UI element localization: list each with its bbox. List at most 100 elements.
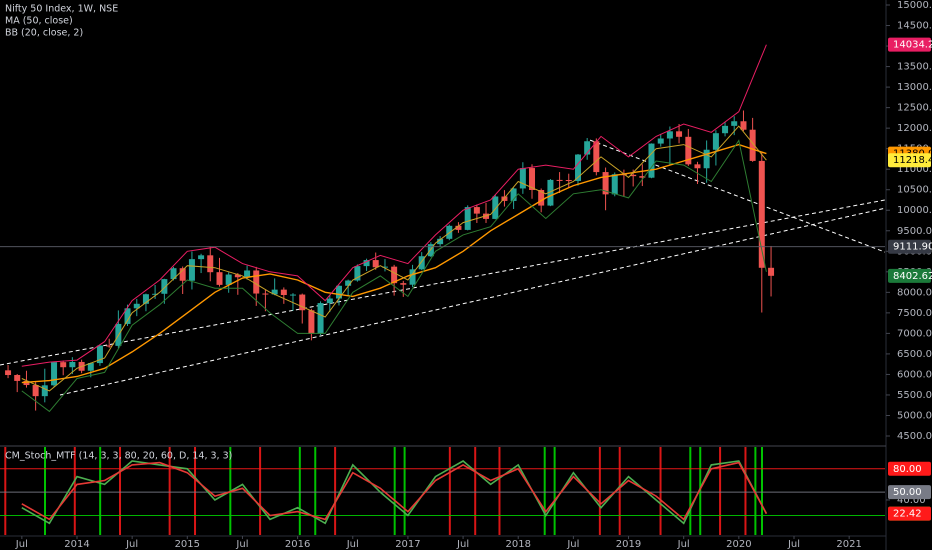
candle-body	[51, 362, 58, 386]
candle-body	[529, 168, 536, 191]
y-tick-label: 12500.00	[897, 103, 932, 114]
y-tick-label: 40.00	[897, 495, 926, 506]
candle-body	[161, 279, 168, 294]
candle-body	[510, 188, 517, 201]
candle-body	[611, 174, 618, 195]
candle-body	[381, 266, 388, 268]
pane	[0, 44, 886, 413]
candle-body	[666, 131, 673, 139]
x-tick-label: 2015	[175, 539, 200, 550]
candle-body	[648, 143, 655, 178]
candle-body	[207, 255, 214, 273]
candle-body	[427, 244, 434, 257]
y-tick-label: 5000.00	[897, 410, 932, 421]
candle-body	[602, 172, 609, 195]
y-tick-label: 8000.00	[897, 287, 932, 298]
price-label: 9111.90	[893, 242, 932, 253]
candle-body	[326, 298, 333, 304]
x-tick-label: 2021	[836, 539, 861, 550]
y-tick-label: 7000.00	[897, 328, 932, 339]
price-label-box	[888, 268, 931, 283]
price-label: 22.42	[893, 509, 922, 520]
candle-body	[152, 293, 159, 295]
candle-body	[538, 190, 545, 206]
price-label: 14034.20	[893, 40, 932, 51]
y-tick-label: 4500.00	[897, 431, 932, 442]
candle-body	[188, 259, 195, 281]
candle-body	[308, 310, 315, 334]
candle-body	[768, 267, 775, 276]
price-label-box	[888, 461, 931, 476]
candle-body	[124, 308, 131, 324]
price-label-box	[888, 506, 931, 521]
y-tick-label: 13500.00	[897, 62, 932, 73]
candle-body	[216, 272, 223, 285]
candle-body	[87, 363, 94, 371]
x-tick-label: Jul	[346, 539, 359, 550]
candle-body	[694, 164, 701, 169]
candle-body	[23, 380, 30, 386]
candle-body	[455, 225, 462, 230]
candle-body	[5, 370, 12, 376]
candle-body	[565, 180, 572, 182]
candle-body	[731, 121, 738, 126]
candle-body	[170, 268, 177, 280]
candle-body	[556, 179, 563, 181]
trendline	[0, 199, 886, 366]
candle-body	[14, 375, 21, 381]
pane-title: Nifty 50 Index, 1W, NSE	[5, 4, 118, 15]
candle-body	[740, 121, 747, 130]
candle-body	[363, 260, 370, 267]
y-tick-label: 13000.00	[897, 82, 932, 93]
candle-body	[198, 255, 205, 260]
candle-body	[179, 268, 186, 281]
candle-body	[630, 174, 637, 177]
candle-body	[299, 294, 306, 311]
candle-body	[492, 196, 499, 219]
candle-body	[620, 174, 627, 176]
indicator-line	[21, 125, 767, 392]
x-tick-label: 2014	[64, 539, 89, 550]
candle-body	[345, 280, 352, 286]
candle-body	[244, 270, 251, 278]
y-tick-label: 10000.00	[897, 205, 932, 216]
candle-body	[391, 266, 398, 284]
y-tick-label: 15000.00	[897, 0, 932, 11]
legend-entry: BB (20, close, 2)	[5, 28, 83, 39]
indicator-line	[21, 461, 768, 521]
candle-body	[437, 238, 444, 245]
price-label: 50.00	[893, 487, 922, 498]
trendline	[59, 207, 886, 396]
candle-body	[96, 345, 103, 364]
candle-body	[473, 207, 480, 214]
y-tick-label: 11000.00	[897, 164, 932, 175]
candle-body	[722, 125, 729, 134]
candle-body	[519, 168, 526, 189]
price-label: 11218.41	[893, 155, 932, 166]
candle-body	[584, 141, 591, 155]
x-tick-label: Jul	[456, 539, 469, 550]
x-tick-label: Jul	[235, 539, 248, 550]
x-tick-label: 2020	[726, 539, 751, 550]
candle-body	[280, 289, 287, 296]
candle-body	[464, 207, 471, 230]
candle-body	[271, 289, 278, 295]
candle-body	[142, 294, 149, 304]
price-label: 8402.62	[893, 271, 932, 282]
candle-body	[253, 270, 260, 294]
x-tick-label: 2016	[285, 539, 310, 550]
x-tick-label: 2017	[395, 539, 420, 550]
candle-body	[703, 149, 710, 169]
pane	[0, 447, 885, 535]
candle-body	[354, 266, 361, 281]
candle-body	[106, 345, 113, 347]
y-tick-label: 5500.00	[897, 390, 932, 401]
pane-title: CM_Stoch_MTF (14, 3, 3, 80, 20, 60, D, 1…	[5, 451, 232, 462]
indicator-line	[21, 44, 767, 367]
candle-body	[575, 154, 582, 181]
candle-body	[409, 269, 416, 285]
candle-body	[418, 256, 425, 270]
candle-body	[593, 141, 600, 173]
trendline	[589, 139, 886, 253]
